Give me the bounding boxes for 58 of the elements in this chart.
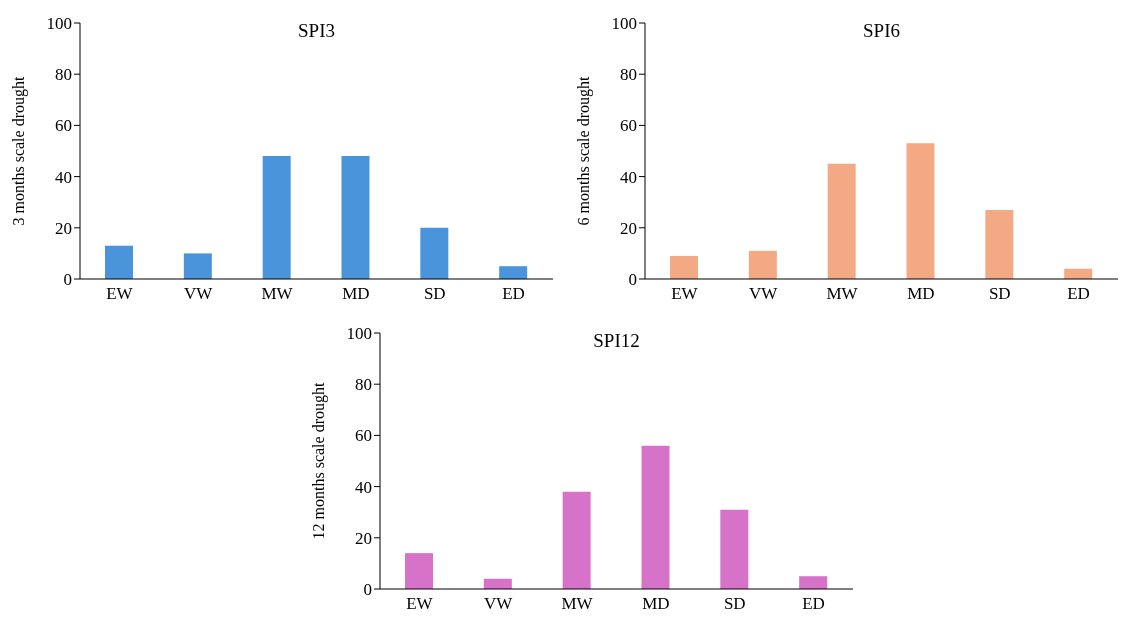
- y-tick-label: 60: [55, 116, 72, 136]
- y-tick-label: 40: [355, 477, 372, 497]
- bar: [748, 250, 777, 279]
- x-tick-label: ED: [802, 594, 825, 614]
- x-tick-label: SD: [423, 284, 446, 304]
- bar: [562, 491, 591, 589]
- y-tick-label: 100: [611, 14, 637, 34]
- bar: [985, 209, 1014, 279]
- x-tick-label: MW: [261, 284, 294, 304]
- bar: [641, 445, 670, 589]
- y-tick-label: 0: [63, 270, 72, 290]
- y-tick-label: 20: [55, 218, 72, 238]
- x-tick-label: EW: [671, 284, 699, 304]
- bar: [105, 245, 133, 279]
- x-tick-label: VW: [184, 284, 214, 304]
- bar: [720, 509, 749, 589]
- bar: [405, 553, 433, 589]
- y-axis-title: 12 months scale drought: [309, 382, 328, 540]
- bar: [341, 156, 370, 279]
- x-tick-label: EW: [106, 284, 134, 304]
- y-tick-label: 60: [355, 426, 372, 446]
- x-tick-label: VW: [484, 594, 514, 614]
- x-tick-label: SD: [988, 284, 1011, 304]
- bar: [183, 253, 212, 279]
- y-tick-label: 0: [628, 270, 637, 290]
- y-tick-label: 60: [620, 116, 637, 136]
- y-tick-label: 80: [355, 375, 372, 395]
- x-tick-label: MD: [642, 594, 670, 614]
- y-tick-label: 40: [620, 167, 637, 187]
- bar: [670, 255, 698, 279]
- y-tick-label: 80: [55, 65, 72, 85]
- x-tick-label: VW: [749, 284, 779, 304]
- x-tick-label: ED: [502, 284, 525, 304]
- x-tick-label: ED: [1067, 284, 1090, 304]
- y-tick-label: 20: [620, 218, 637, 238]
- y-tick-label: 40: [55, 167, 72, 187]
- y-tick-label: 0: [363, 580, 372, 600]
- chart-title: SPI6: [862, 20, 901, 42]
- bar: [420, 227, 449, 279]
- bar: [827, 163, 856, 279]
- bar: [262, 156, 291, 279]
- bar: [906, 143, 935, 279]
- x-tick-label: MD: [907, 284, 935, 304]
- chart-title: SPI12: [592, 330, 641, 352]
- x-tick-label: MW: [561, 594, 594, 614]
- chart-title: SPI3: [297, 20, 336, 42]
- y-axis-title: 3 months scale drought: [9, 76, 28, 226]
- y-tick-label: 80: [620, 65, 637, 85]
- x-tick-label: SD: [723, 594, 746, 614]
- y-tick-label: 100: [346, 324, 372, 344]
- bar: [499, 266, 528, 279]
- bar: [799, 576, 828, 589]
- x-tick-label: MD: [342, 284, 370, 304]
- y-tick-label: 100: [46, 14, 72, 34]
- x-tick-label: MW: [826, 284, 859, 304]
- y-axis-title: 6 months scale drought: [574, 76, 593, 226]
- y-tick-label: 20: [355, 528, 372, 548]
- x-tick-label: EW: [406, 594, 434, 614]
